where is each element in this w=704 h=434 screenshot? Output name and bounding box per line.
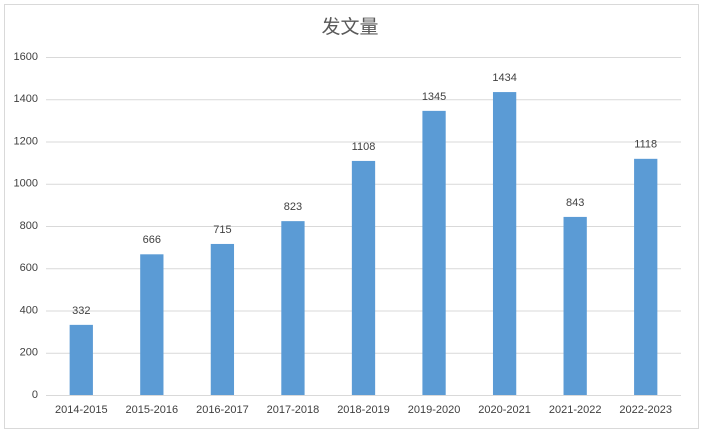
x-tick-label: 2021-2022 <box>549 404 602 416</box>
data-label: 332 <box>72 305 90 317</box>
y-tick-label: 1600 <box>14 51 38 63</box>
bar <box>351 160 376 395</box>
y-tick-label: 400 <box>20 304 38 316</box>
bar <box>563 216 587 395</box>
data-label: 715 <box>213 224 231 236</box>
data-label: 1345 <box>422 91 446 103</box>
y-tick-label: 1200 <box>14 135 38 147</box>
data-label: 1118 <box>634 139 657 151</box>
data-label: 666 <box>143 234 161 246</box>
y-tick-label: 0 <box>32 389 38 401</box>
bar <box>422 110 446 396</box>
data-label: 1434 <box>492 72 516 84</box>
x-tick-label: 2022-2023 <box>619 404 672 416</box>
x-tick-label: 2018-2019 <box>337 404 390 416</box>
y-tick-label: 600 <box>20 262 38 274</box>
bar <box>69 324 93 395</box>
chart-title: 发文量 <box>321 16 378 38</box>
x-tick-label: 2017-2018 <box>267 404 320 416</box>
bar <box>281 221 305 395</box>
bar <box>140 254 164 395</box>
chart-border <box>4 4 699 429</box>
data-label: 1108 <box>352 141 376 153</box>
data-label: 843 <box>566 197 584 209</box>
bar <box>634 158 658 395</box>
bar <box>492 92 517 395</box>
data-label: 823 <box>284 201 302 213</box>
y-tick-label: 1400 <box>14 93 38 105</box>
y-tick-label: 1000 <box>14 178 38 190</box>
y-tick-label: 800 <box>20 220 38 232</box>
x-tick-label: 2019-2020 <box>408 404 461 416</box>
x-tick-label: 2014-2015 <box>55 404 108 416</box>
y-tick-label: 200 <box>20 347 38 359</box>
x-tick-label: 2016-2017 <box>196 404 249 416</box>
x-tick-label: 2020-2021 <box>478 404 531 416</box>
x-tick-label: 2015-2016 <box>126 404 179 416</box>
bar <box>210 243 235 395</box>
